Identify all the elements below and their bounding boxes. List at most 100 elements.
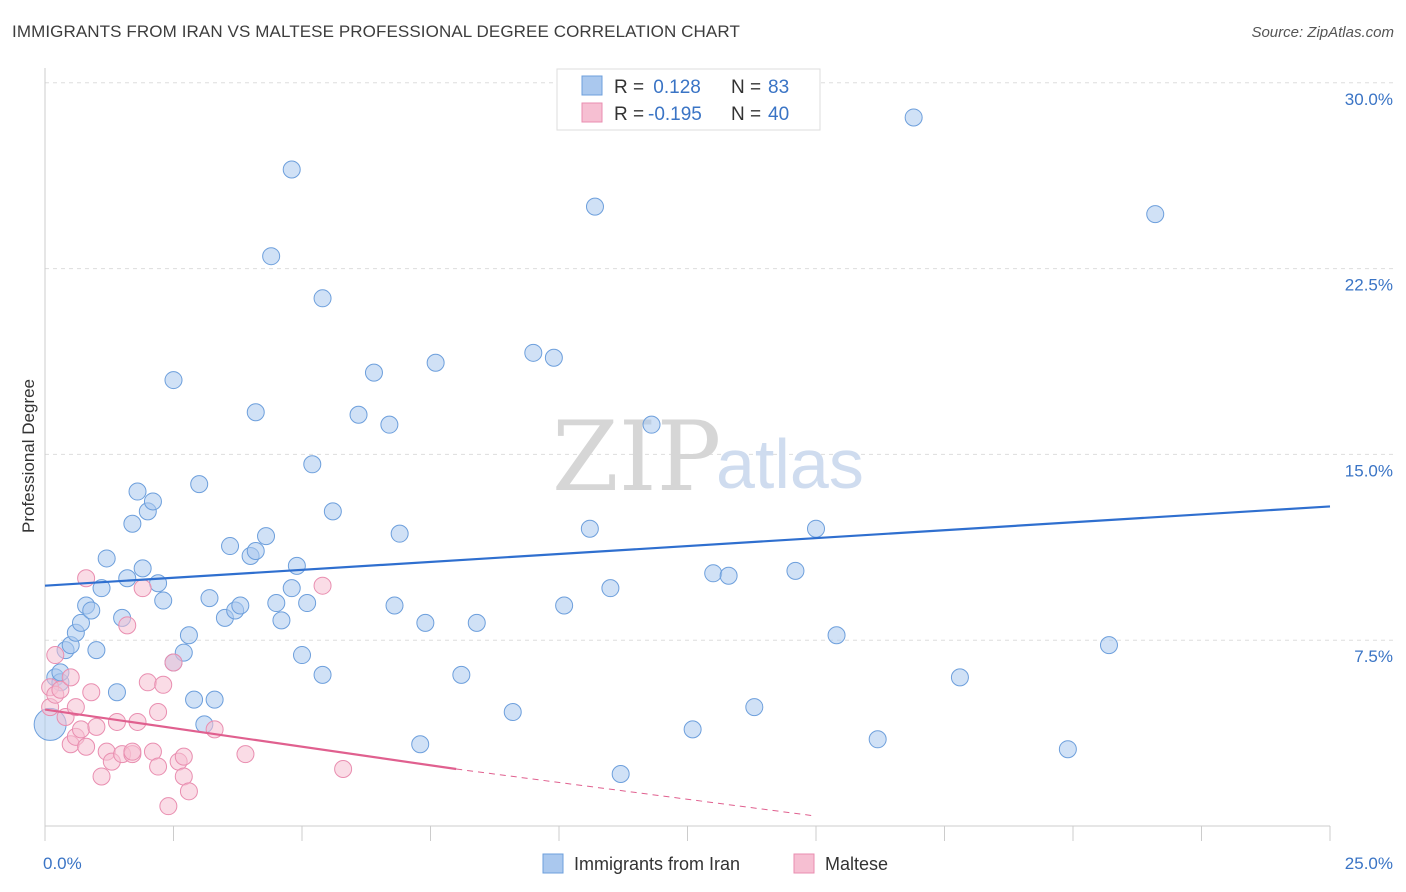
y-tick-label-0: 7.5%	[1354, 647, 1393, 666]
tick-labels: 7.5% 15.0% 22.5% 30.0% 0.0% 25.0%	[43, 90, 1393, 873]
iran-point-22	[154, 591, 173, 610]
iran-point-48	[303, 455, 322, 474]
trend-line-iran	[44, 505, 1331, 587]
iran-point-50	[313, 665, 332, 684]
maltese-point-24	[133, 579, 152, 598]
iran-point-73	[719, 566, 738, 585]
iran-point-72	[704, 564, 723, 583]
iran-point-40	[262, 247, 281, 266]
iran-point-47	[298, 594, 317, 613]
iran-point-77	[827, 626, 846, 645]
y-tick-label-3: 30.0%	[1345, 90, 1393, 109]
watermark-atlas: atlas	[716, 425, 864, 503]
iran-point-58	[416, 613, 435, 632]
iran-point-24	[164, 371, 183, 390]
maltese-point-39	[334, 760, 353, 779]
iran-point-20	[143, 492, 162, 511]
iran-point-9	[82, 601, 101, 620]
iran-point-76	[807, 519, 825, 538]
legend-n-value-iran: 83	[768, 77, 789, 98]
maltese-point-13	[82, 683, 101, 702]
iran-point-45	[287, 556, 306, 575]
iran-point-7	[71, 613, 90, 632]
iran-point-33	[221, 537, 240, 556]
maltese-point-10	[71, 720, 90, 739]
trend-lines	[44, 505, 1331, 817]
iran-point-71	[683, 720, 702, 739]
maltese-point-20	[118, 616, 137, 635]
x-tick-label-0: 0.0%	[43, 854, 82, 873]
grid-lines	[45, 82, 1393, 641]
iran-point-17	[128, 482, 147, 501]
iran-point-56	[390, 524, 409, 543]
iran-point-38	[246, 403, 265, 422]
maltese-point-12	[77, 737, 96, 756]
legend-r-label-maltese: R =	[614, 104, 644, 125]
iran-point-51	[323, 502, 342, 521]
watermark-zip: ZIP	[552, 401, 721, 513]
iran-point-31	[205, 690, 224, 709]
iran-point-15	[118, 569, 137, 588]
legend-r-value-iran: 0.128	[648, 77, 701, 98]
series-legend: Immigrants from Iran Maltese	[542, 853, 888, 874]
maltese-point-25	[138, 673, 157, 692]
maltese-point-37	[236, 745, 255, 764]
iran-point-61	[467, 613, 486, 632]
iran-point-26	[179, 626, 198, 645]
iran-point-62	[503, 703, 522, 722]
series-legend-label-maltese: Maltese	[825, 854, 888, 874]
iran-point-49	[313, 289, 332, 308]
y-axis-title: Professional Degree	[19, 379, 38, 533]
legend-swatch-iran	[581, 75, 603, 96]
maltese-point-34	[174, 747, 193, 766]
legend-r-label-iran: R =	[614, 77, 644, 98]
iran-point-66	[580, 519, 599, 538]
iran-point-57	[411, 735, 430, 754]
trend-line-maltese	[44, 708, 457, 771]
iran-point-79	[904, 108, 923, 127]
iran-point-12	[97, 549, 116, 568]
y-tick-label-2: 22.5%	[1345, 276, 1393, 295]
legend-r-value-maltese: -0.195	[648, 104, 702, 125]
iran-point-13	[107, 683, 126, 702]
axes	[44, 68, 1331, 841]
iran-point-44	[282, 160, 301, 179]
x-tick-label-1: 25.0%	[1345, 854, 1393, 873]
trend-line-maltese-extension	[456, 768, 817, 817]
maltese-point-30	[159, 797, 178, 816]
maltese-point-7	[61, 668, 80, 687]
iran-point-28	[190, 475, 209, 494]
iran-point-39	[257, 527, 276, 546]
maltese-point-8	[66, 698, 85, 717]
iran-point-54	[380, 415, 399, 434]
iran-point-63	[524, 343, 543, 362]
iran-point-64	[544, 348, 563, 367]
iran-point-55	[385, 596, 404, 615]
iran-point-37	[246, 542, 265, 561]
iran-point-80	[950, 668, 969, 687]
iran-point-60	[452, 665, 471, 684]
maltese-point-29	[154, 675, 173, 694]
iran-point-35	[231, 596, 250, 615]
iran-point-65	[555, 596, 574, 615]
legend-swatch-maltese	[581, 102, 603, 123]
series-legend-label-iran: Immigrants from Iran	[574, 854, 740, 874]
correlation-legend: R = 0.128 N = 83 R = -0.195 N = 40	[556, 68, 821, 131]
iran-point-70	[642, 415, 661, 434]
maltese-point-38	[313, 576, 332, 595]
iran-point-30	[200, 589, 219, 608]
legend-n-value-maltese: 40	[768, 104, 789, 125]
iran-point-43	[282, 579, 301, 598]
maltese-point-2	[46, 646, 65, 665]
iran-point-42	[272, 611, 291, 630]
maltese-point-27	[149, 757, 168, 776]
iran-point-74	[745, 698, 764, 717]
watermark: ZIP atlas	[552, 401, 864, 513]
iran-point-67	[585, 197, 604, 216]
iran-point-53	[364, 363, 383, 382]
maltese-point-28	[149, 703, 168, 722]
legend-n-label-maltese: N =	[731, 104, 761, 125]
iran-point-81	[1058, 740, 1077, 759]
iran-point-83	[1146, 205, 1165, 224]
